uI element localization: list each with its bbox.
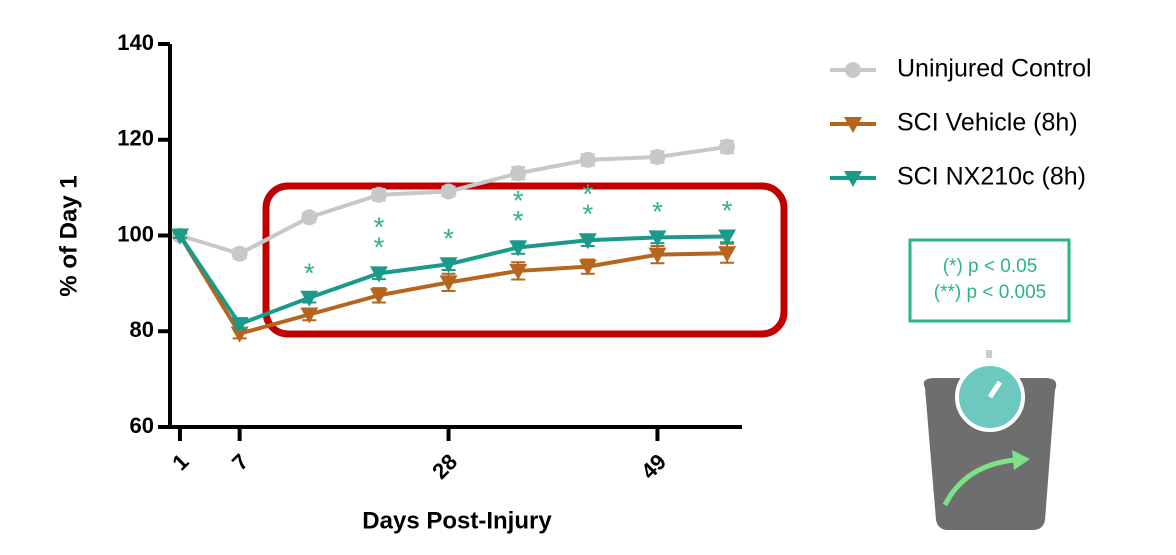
icon-body: [923, 378, 1057, 530]
significance-star: *: [652, 196, 663, 227]
data-point: [300, 290, 319, 307]
icon-needle: [987, 380, 1003, 399]
data-point: [578, 259, 597, 276]
significance-legend: (**) p < 0.005: [934, 282, 1047, 303]
y-tick-label: 140: [117, 30, 154, 55]
icon-arrow: [942, 457, 1016, 507]
y-tick-label: 100: [117, 221, 154, 246]
data-point: [369, 288, 388, 305]
data-point: [440, 183, 457, 200]
data-point: [718, 229, 737, 246]
significance-star: * *: [513, 186, 524, 237]
legend-marker: [845, 62, 861, 78]
significance-star: * *: [582, 179, 593, 230]
data-point: [439, 257, 458, 274]
legend-marker: [844, 117, 862, 133]
data-point: [719, 138, 736, 155]
significance-box: [908, 238, 1071, 323]
data-point: [231, 245, 248, 262]
legend-label: SCI NX210c (8h): [897, 163, 1086, 191]
icon-arrowhead: [1012, 450, 1030, 470]
icon-part: [986, 350, 992, 358]
y-tick-label: 120: [117, 126, 154, 151]
y-tick-label: 60: [130, 413, 154, 438]
x-tick-label: 49: [636, 449, 671, 484]
y-tick-label: 80: [130, 317, 154, 342]
data-point: [648, 247, 667, 264]
legend-label: Uninjured Control: [897, 55, 1092, 83]
highlight-box: [262, 182, 788, 338]
x-tick-label: 1: [167, 449, 193, 475]
data-point: [718, 246, 737, 263]
significance-star: * *: [373, 212, 384, 263]
data-point: [300, 307, 319, 324]
data-point: [578, 233, 597, 250]
significance-star: *: [304, 257, 315, 288]
data-point: [579, 151, 596, 168]
significance-legend: (*) p < 0.05: [943, 256, 1038, 277]
legend-label: SCI Vehicle (8h): [897, 109, 1078, 137]
x-axis-label: Days Post-Injury: [362, 507, 552, 534]
data-point: [509, 240, 528, 257]
data-point: [439, 275, 458, 292]
significance-star: *: [722, 195, 733, 226]
x-tick-label: 7: [227, 449, 253, 475]
data-point: [649, 148, 666, 165]
y-axis-label: % of Day 1: [55, 175, 82, 296]
data-point: [301, 209, 318, 226]
data-point: [369, 266, 388, 283]
legend-marker: [844, 171, 862, 187]
data-point: [170, 228, 189, 245]
data-point: [230, 326, 249, 343]
data-point: [370, 186, 387, 203]
x-tick-label: 28: [427, 449, 462, 484]
significance-star: *: [443, 223, 454, 254]
data-point: [510, 165, 527, 182]
data-point: [648, 230, 667, 247]
scale-icon: [923, 350, 1057, 530]
data-point: [509, 263, 528, 280]
data-point: [230, 317, 249, 334]
